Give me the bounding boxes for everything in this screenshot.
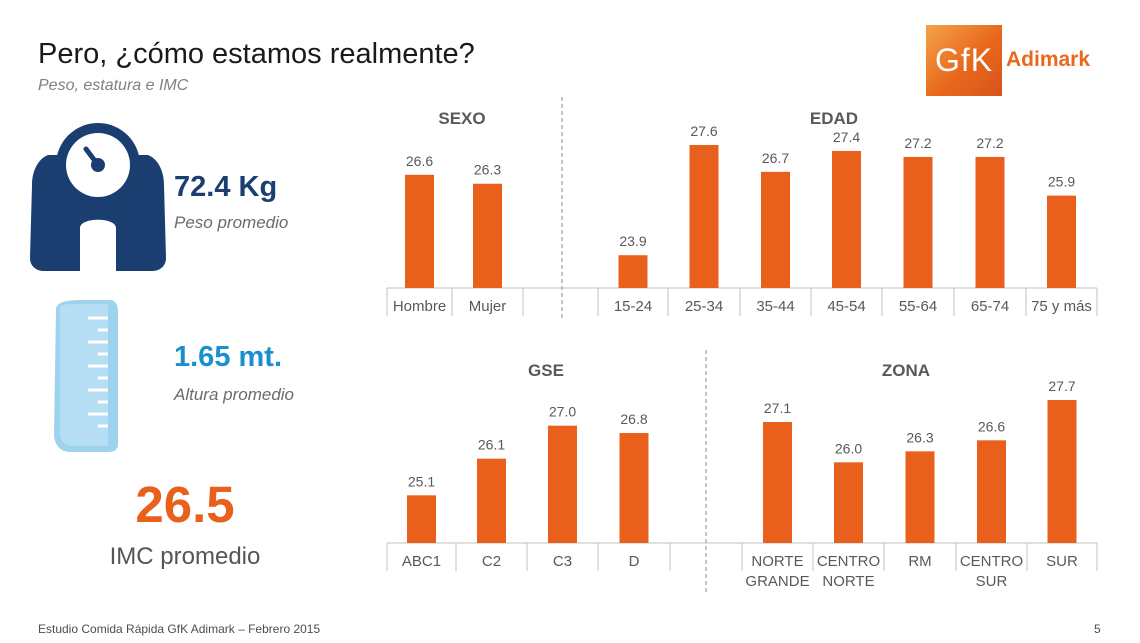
adimark-wordmark: Adimark	[1006, 48, 1091, 71]
data-label: 25.9	[1048, 174, 1075, 190]
page-subtitle: Peso, estatura e IMC	[38, 77, 189, 94]
bar	[834, 462, 863, 543]
bar	[473, 183, 502, 288]
chart-title: ZONA	[882, 361, 930, 380]
chart-title: GSE	[528, 361, 564, 380]
bar	[832, 150, 861, 288]
bar	[619, 433, 649, 543]
bar	[903, 156, 933, 288]
measuring-tape-icon	[54, 300, 118, 452]
data-label: 27.2	[904, 135, 931, 151]
category-label: 15-24	[614, 298, 652, 315]
bar	[763, 422, 792, 543]
data-label: 27.0	[549, 404, 576, 420]
weight-value: 72.4 Kg	[174, 171, 278, 203]
page-title: Pero, ¿cómo estamos realmente?	[38, 38, 475, 70]
category-label: NORTE	[822, 573, 874, 590]
bar	[761, 171, 790, 288]
category-label: ABC1	[402, 553, 441, 570]
height-label: Altura promedio	[174, 385, 295, 404]
chart-title: SEXO	[438, 109, 485, 128]
data-label: 27.4	[833, 129, 860, 145]
bar	[975, 156, 1005, 288]
scale-icon	[30, 123, 166, 271]
data-label: 26.0	[835, 440, 862, 456]
category-label: RM	[908, 553, 931, 570]
data-label: 26.3	[906, 429, 933, 445]
category-label: C3	[553, 553, 572, 570]
category-label: D	[629, 553, 640, 570]
category-label: SUR	[1046, 553, 1078, 570]
category-label: 65-74	[971, 298, 1009, 315]
category-label: C2	[482, 553, 501, 570]
category-label: SUR	[976, 573, 1008, 590]
data-label: 27.2	[976, 135, 1003, 151]
height-value: 1.65 mt.	[174, 341, 282, 373]
category-label: 45-54	[827, 298, 865, 315]
bar	[1047, 195, 1076, 288]
category-label: NORTE	[751, 553, 803, 570]
data-label: 26.8	[620, 411, 647, 427]
category-label: Hombre	[393, 298, 446, 315]
data-label: 27.6	[690, 123, 717, 139]
category-label: 75 y más	[1031, 298, 1092, 315]
bar	[618, 255, 648, 288]
category-label: Mujer	[469, 298, 507, 315]
data-label: 26.6	[978, 418, 1005, 434]
data-label: 27.1	[764, 400, 791, 416]
bar	[407, 495, 436, 543]
page-number: 5	[1094, 622, 1101, 636]
imc-label: IMC promedio	[109, 543, 261, 570]
gfk-logo: GfK	[926, 25, 1002, 96]
category-label: GRANDE	[745, 573, 809, 590]
data-label: 26.3	[474, 162, 501, 178]
category-label: 35-44	[756, 298, 794, 315]
data-label: 27.7	[1048, 378, 1075, 394]
bar	[905, 451, 935, 543]
chart-title: EDAD	[810, 109, 858, 128]
bar	[405, 174, 434, 288]
data-label: 26.7	[762, 150, 789, 166]
data-label: 23.9	[619, 233, 646, 249]
weight-label: Peso promedio	[174, 213, 289, 232]
footer-source: Estudio Comida Rápida GfK Adimark – Febr…	[38, 622, 321, 636]
category-label: CENTRO	[817, 553, 880, 570]
category-label: CENTRO	[960, 553, 1023, 570]
bar	[477, 458, 506, 543]
category-label: 55-64	[899, 298, 937, 315]
category-label: 25-34	[685, 298, 723, 315]
imc-value: 26.5	[135, 476, 235, 533]
bar	[548, 425, 577, 543]
bar	[689, 145, 719, 288]
data-label: 26.6	[406, 153, 433, 169]
data-label: 25.1	[408, 473, 435, 489]
bar	[977, 440, 1006, 543]
bar	[1047, 400, 1077, 543]
data-label: 26.1	[478, 437, 505, 453]
